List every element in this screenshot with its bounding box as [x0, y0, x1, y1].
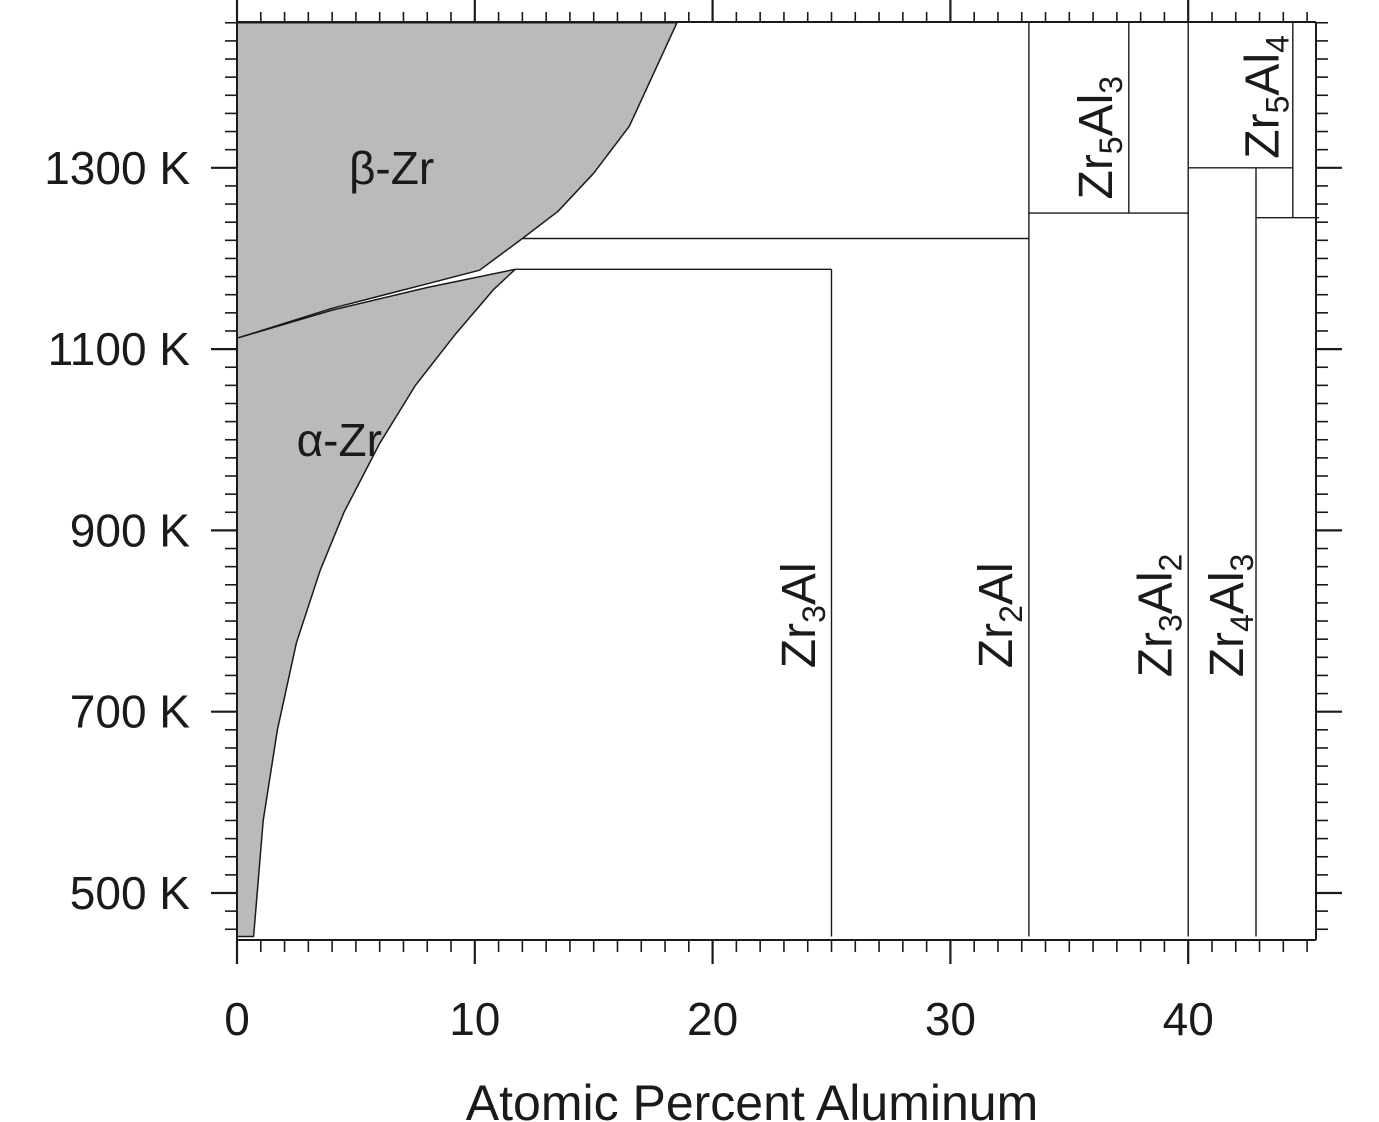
phase-label-subscript: 3	[1224, 554, 1260, 572]
x-tick-label: 10	[449, 993, 500, 1045]
phase-label-text: Zr	[1201, 632, 1254, 677]
phase-label-subscript: 5	[1260, 96, 1296, 114]
phase-label-text: Al	[1130, 572, 1183, 615]
x-axis-title: Atomic Percent Aluminum	[466, 1075, 1038, 1122]
phase-label: Zr4Al3	[1201, 554, 1260, 678]
phase-label: Zr5Al4	[1237, 35, 1296, 159]
phase-label-text: Zr	[1070, 154, 1123, 199]
region-labels: β-Zr α-Zr	[297, 142, 435, 466]
y-tick-label: 500 K	[70, 867, 191, 919]
phase-label-text: Zr	[773, 623, 826, 668]
phase-label-subscript: 3	[796, 605, 832, 623]
y-tick-labels: 500 K 700 K 900 K 1100 K 1300 K	[44, 142, 190, 919]
x-tick-label: 0	[224, 993, 250, 1045]
phase-label-subscript: 4	[1224, 614, 1260, 632]
phase-label-subscript: 2	[993, 605, 1029, 623]
phase-label-subscript: 3	[1153, 614, 1189, 632]
phase-label-text: Zr	[1237, 113, 1290, 158]
phase-label-subscript: 4	[1260, 35, 1296, 53]
phase-label-text: Al	[1070, 94, 1123, 137]
y-tick-label: 1100 K	[48, 323, 191, 375]
x-tick-labels: 0 10 20 30 40	[224, 993, 1214, 1045]
phase-label: Zr5Al3	[1070, 76, 1129, 200]
phase-label-text: Al	[970, 562, 1023, 605]
region-1	[236, 268, 516, 938]
phase-regions	[236, 22, 678, 938]
phase-label-text: Al	[1237, 53, 1290, 96]
phase-label-text: Al	[773, 562, 826, 605]
phase-boundaries	[515, 22, 1319, 937]
phase-label: Zr3Al2	[1130, 554, 1189, 678]
phase-label: Zr2Al	[970, 562, 1029, 668]
axis-ticks	[211, 0, 1342, 964]
phase-label-text: Zr	[970, 623, 1023, 668]
phase-label-subscript: 3	[1093, 76, 1129, 94]
x-tick-label: 30	[925, 993, 976, 1045]
plot-frame	[236, 21, 1317, 941]
phase-label-subscript: 2	[1153, 554, 1189, 572]
y-tick-label: 1300 K	[44, 142, 190, 194]
region-label: α-Zr	[297, 414, 382, 466]
region-label: β-Zr	[349, 142, 434, 194]
y-tick-label: 700 K	[70, 686, 191, 738]
x-tick-label: 40	[1163, 993, 1214, 1045]
phase-label-subscript: 5	[1093, 136, 1129, 154]
y-tick-label: 900 K	[70, 504, 191, 556]
x-tick-label: 20	[687, 993, 738, 1045]
phase-label: Zr3Al	[773, 562, 832, 668]
phase-label-text: Al	[1201, 572, 1254, 615]
phase-label-text: Zr	[1130, 632, 1183, 677]
